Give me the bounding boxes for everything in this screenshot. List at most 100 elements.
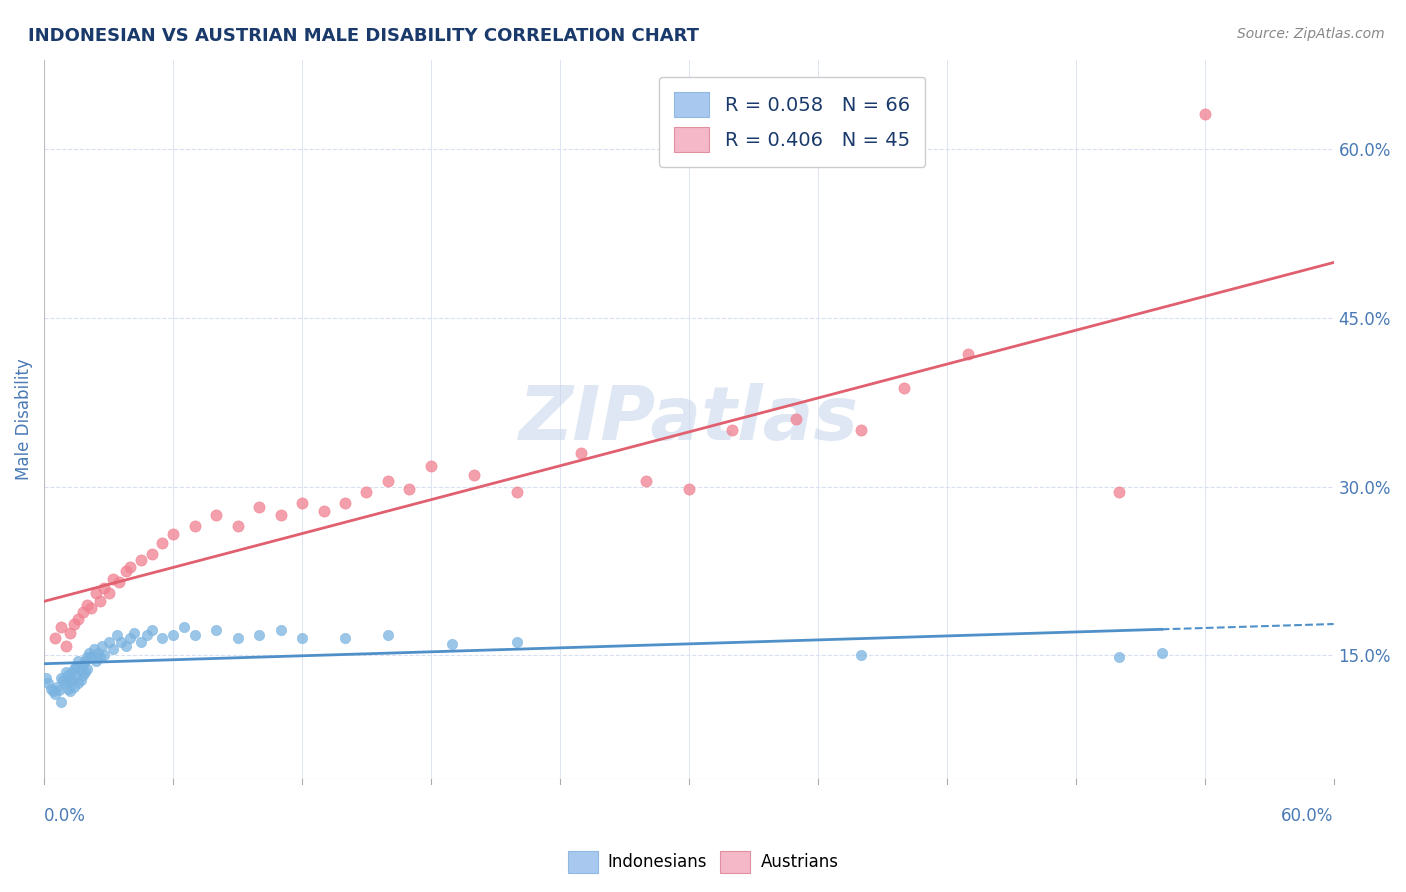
Point [72, 657, 94, 671]
Point [37, 676, 59, 690]
Point [76, 598, 98, 612]
Point [77, 646, 100, 660]
Point [51, 695, 73, 709]
Point [333, 496, 356, 510]
Point [377, 628, 399, 642]
Text: ZIPatlas: ZIPatlas [519, 383, 859, 456]
Point [291, 631, 314, 645]
Point [463, 468, 485, 483]
Legend: Indonesians, Austrians: Indonesians, Austrians [561, 845, 845, 880]
Point [1150, 646, 1173, 660]
Point [312, 504, 335, 518]
Point [65, 659, 87, 673]
Point [173, 620, 195, 634]
Point [65, 668, 87, 682]
Point [46, 680, 69, 694]
Point [114, 564, 136, 578]
Point [87, 646, 110, 660]
Text: Source: ZipAtlas.com: Source: ZipAtlas.com [1237, 27, 1385, 41]
Point [91, 639, 114, 653]
Point [80, 600, 103, 615]
Point [59, 673, 82, 687]
Point [60, 673, 83, 687]
Point [44, 687, 66, 701]
Point [785, 412, 807, 426]
Point [83, 642, 105, 657]
Point [89, 650, 111, 665]
Point [183, 628, 205, 642]
Point [291, 496, 314, 510]
Point [247, 628, 270, 642]
Point [84, 586, 107, 600]
Point [55, 676, 77, 690]
Point [48, 682, 70, 697]
Point [60, 665, 83, 679]
Point [678, 482, 700, 496]
Point [69, 673, 91, 687]
Point [84, 654, 107, 668]
Point [1108, 650, 1130, 665]
Point [1108, 485, 1130, 500]
Point [105, 628, 128, 642]
Point [67, 654, 90, 668]
Point [76, 661, 98, 675]
Point [67, 676, 90, 690]
Point [55, 665, 77, 679]
Point [849, 648, 872, 662]
Point [114, 639, 136, 653]
Point [93, 581, 115, 595]
Point [333, 631, 356, 645]
Point [101, 572, 124, 586]
Point [247, 500, 270, 514]
Point [89, 594, 111, 608]
Point [72, 668, 94, 682]
Point [270, 624, 292, 638]
Point [52, 673, 75, 687]
Point [634, 474, 657, 488]
Point [97, 586, 120, 600]
Point [59, 625, 82, 640]
Point [205, 508, 228, 522]
Point [51, 671, 73, 685]
Y-axis label: Male Disability: Male Disability [15, 359, 32, 480]
Point [120, 631, 142, 645]
Point [893, 381, 915, 395]
Point [441, 637, 464, 651]
Point [571, 446, 593, 460]
Point [72, 606, 94, 620]
Point [55, 639, 77, 653]
Point [76, 650, 98, 665]
Point [356, 485, 378, 500]
Point [69, 661, 91, 675]
Point [41, 684, 63, 698]
Point [226, 631, 249, 645]
Point [120, 560, 142, 574]
Point [1194, 106, 1216, 120]
Point [80, 650, 103, 665]
Point [56, 681, 79, 696]
Point [108, 575, 131, 590]
Point [97, 634, 120, 648]
Point [270, 508, 292, 522]
Point [44, 631, 66, 645]
Text: 60.0%: 60.0% [1281, 806, 1334, 825]
Point [93, 648, 115, 662]
Point [63, 616, 86, 631]
Point [420, 459, 443, 474]
Point [957, 347, 980, 361]
Point [205, 624, 228, 638]
Point [67, 612, 90, 626]
Point [35, 671, 58, 685]
Text: INDONESIAN VS AUSTRIAN MALE DISABILITY CORRELATION CHART: INDONESIAN VS AUSTRIAN MALE DISABILITY C… [28, 27, 699, 45]
Point [101, 642, 124, 657]
Point [73, 665, 96, 679]
Point [721, 423, 744, 437]
Point [56, 668, 79, 682]
Point [51, 620, 73, 634]
Legend: R = 0.058   N = 66, R = 0.406   N = 45: R = 0.058 N = 66, R = 0.406 N = 45 [658, 77, 925, 168]
Text: 0.0%: 0.0% [44, 806, 86, 825]
Point [377, 474, 399, 488]
Point [63, 680, 86, 694]
Point [849, 423, 872, 437]
Point [226, 519, 249, 533]
